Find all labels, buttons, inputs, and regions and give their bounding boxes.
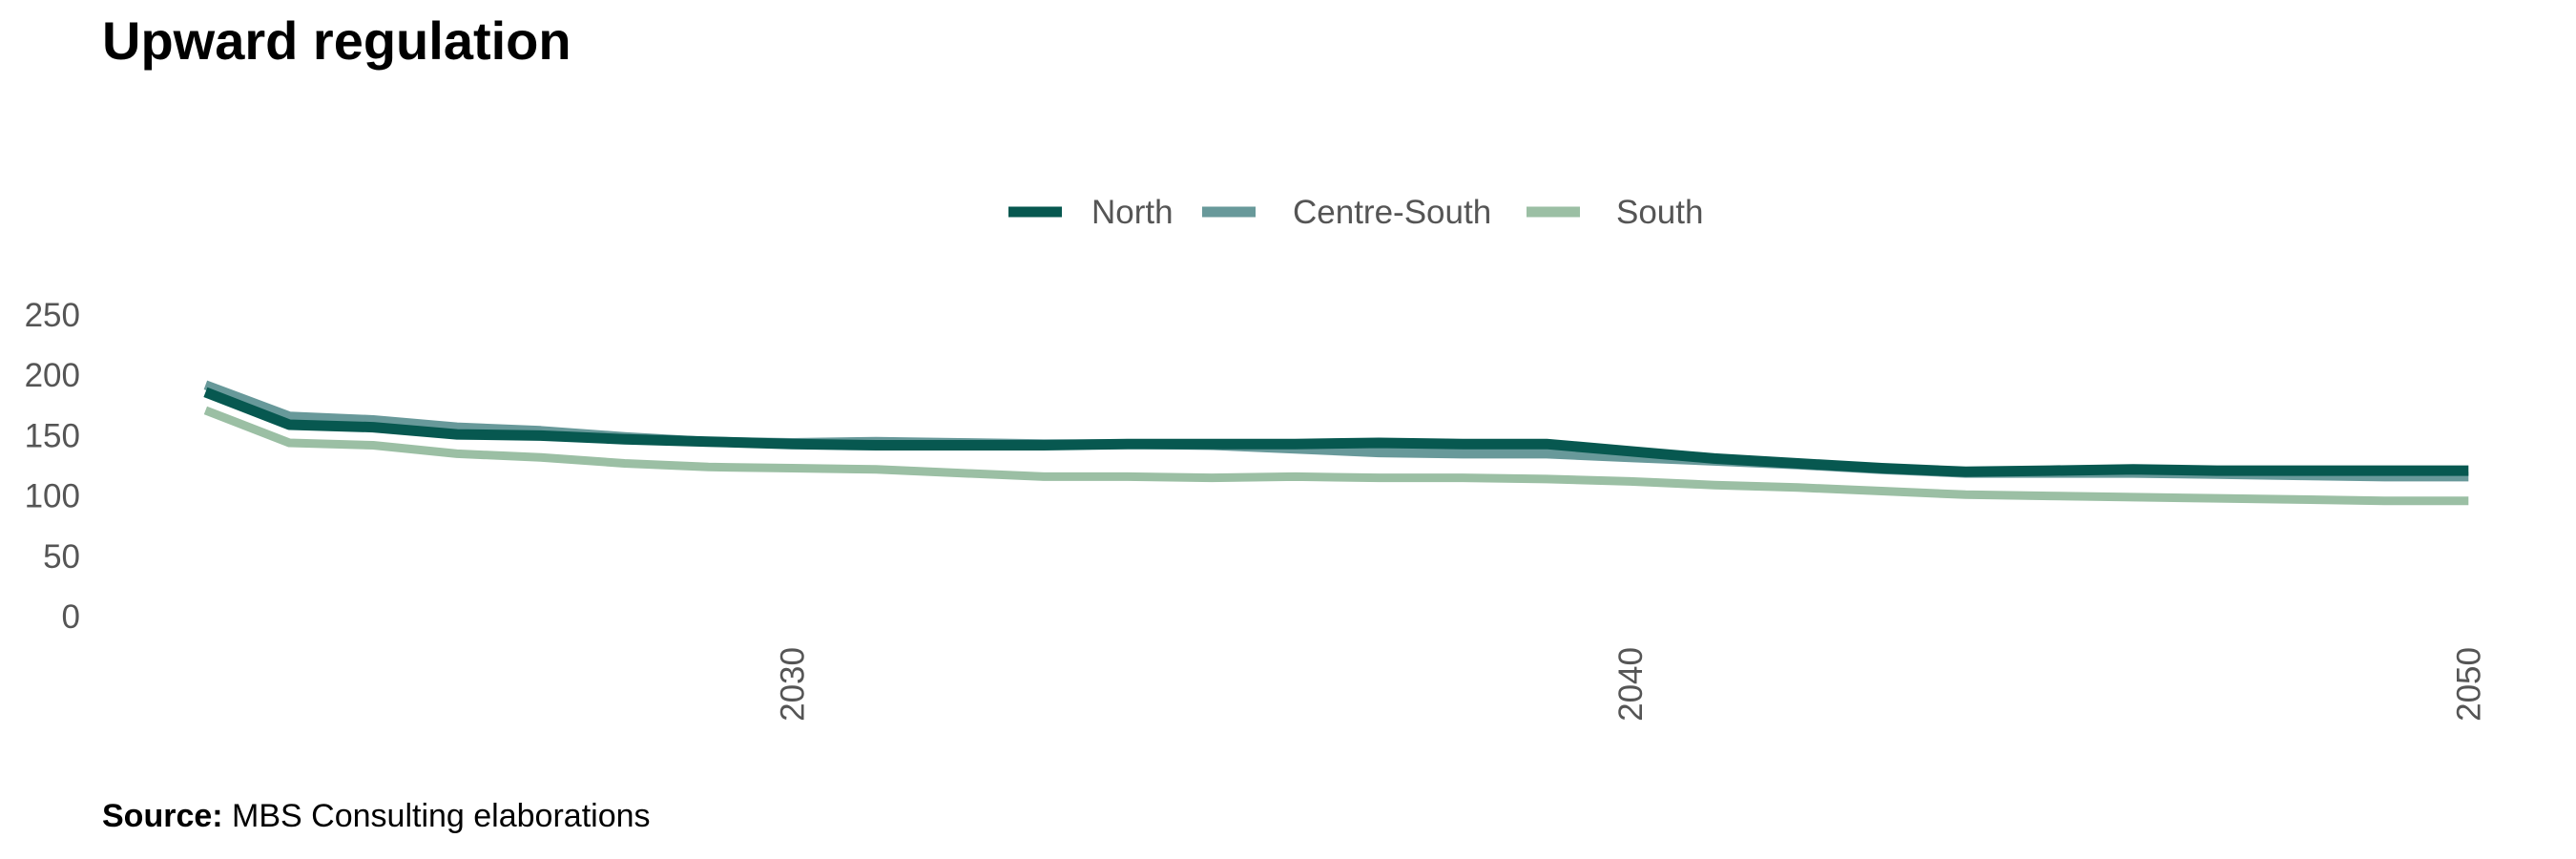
y-tick-label-0: 0 <box>62 598 80 636</box>
legend: North Centre-South South <box>1008 194 1703 231</box>
y-axis: 0 50 100 150 200 250 <box>25 297 80 636</box>
legend-label-south: South <box>1616 194 1703 231</box>
y-tick-label-100: 100 <box>25 478 80 515</box>
y-tick-label-150: 150 <box>25 417 80 454</box>
x-tick-label-2030: 2030 <box>774 647 811 722</box>
series-line-south <box>205 410 2468 501</box>
x-tick-label-2040: 2040 <box>1612 647 1650 722</box>
source-note: Source: MBS Consulting elaborations <box>102 798 651 835</box>
source-label: Source: <box>102 798 223 834</box>
y-tick-label-200: 200 <box>25 357 80 394</box>
plot-area <box>205 385 2468 500</box>
x-axis: 2030 2040 2050 <box>774 647 2487 722</box>
y-tick-label-250: 250 <box>25 297 80 334</box>
y-tick-label-50: 50 <box>43 538 80 576</box>
source-text: MBS Consulting elaborations <box>232 798 650 834</box>
legend-label-north: North <box>1091 194 1174 231</box>
x-tick-label-2050: 2050 <box>2450 647 2487 722</box>
legend-label-centre-south: Centre-South <box>1293 194 1491 231</box>
